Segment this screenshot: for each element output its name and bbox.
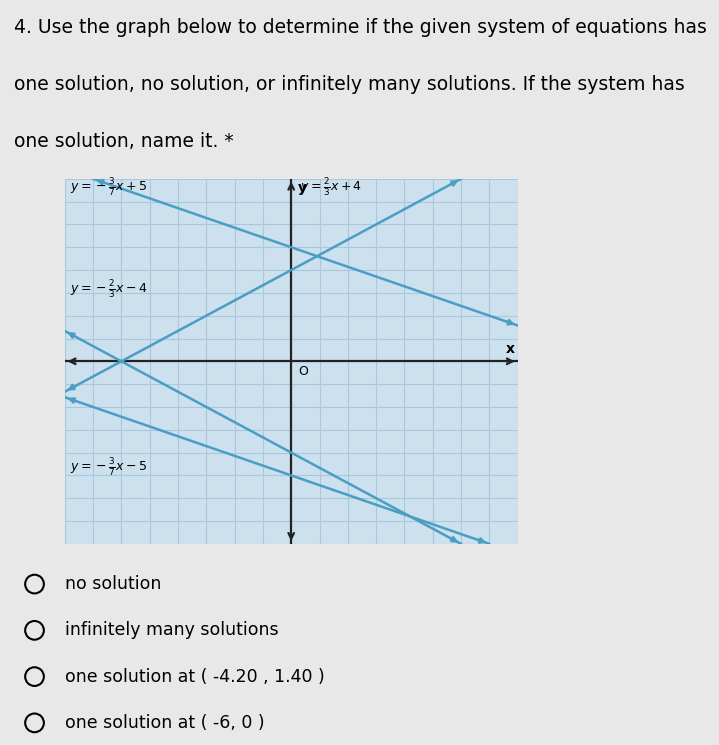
Text: one solution, name it. *: one solution, name it. * xyxy=(14,133,234,151)
Text: $y=-\frac{2}{3}x-4$: $y=-\frac{2}{3}x-4$ xyxy=(70,279,148,300)
Text: O: O xyxy=(298,365,308,378)
Text: 4. Use the graph below to determine if the given system of equations has: 4. Use the graph below to determine if t… xyxy=(14,18,707,37)
Text: $y=-\frac{3}{7}x+5$: $y=-\frac{3}{7}x+5$ xyxy=(70,176,147,197)
Text: y: y xyxy=(298,181,307,195)
Text: $y=\frac{2}{3}x+4$: $y=\frac{2}{3}x+4$ xyxy=(300,176,362,197)
Text: x: x xyxy=(506,343,515,356)
Text: $y=-\frac{3}{7}x-5$: $y=-\frac{3}{7}x-5$ xyxy=(70,456,147,478)
Text: one solution at ( -6, 0 ): one solution at ( -6, 0 ) xyxy=(65,714,265,732)
Text: one solution at ( -4.20 , 1.40 ): one solution at ( -4.20 , 1.40 ) xyxy=(65,668,324,685)
Text: infinitely many solutions: infinitely many solutions xyxy=(65,621,278,639)
Text: no solution: no solution xyxy=(65,575,161,593)
Text: one solution, no solution, or infinitely many solutions. If the system has: one solution, no solution, or infinitely… xyxy=(14,75,685,94)
